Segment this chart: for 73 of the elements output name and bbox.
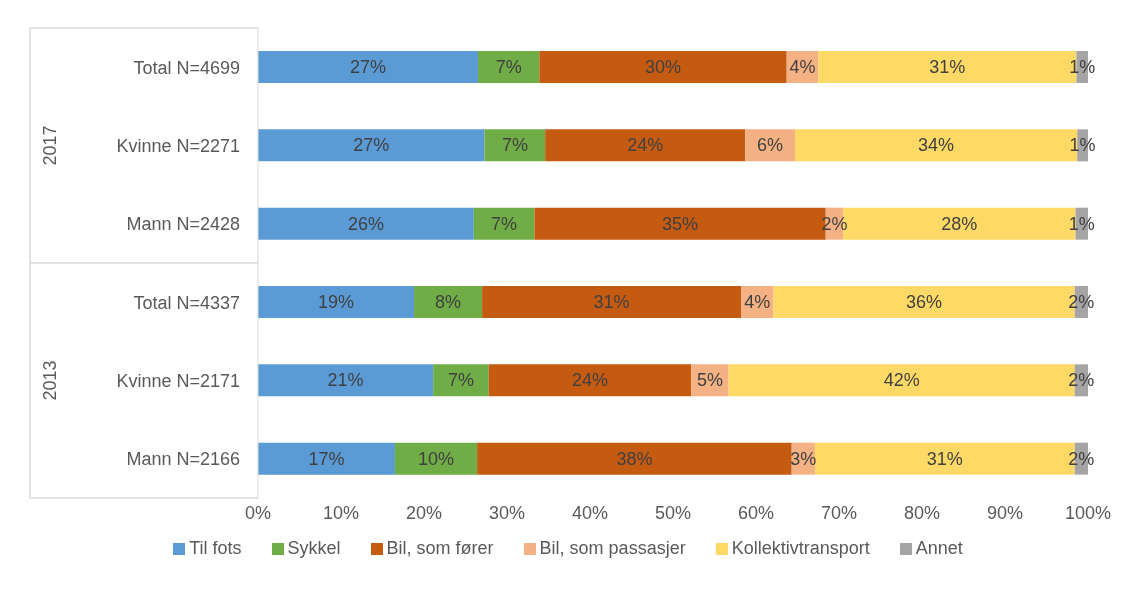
data-label: 27% xyxy=(353,135,390,156)
x-tick-label: 0% xyxy=(244,502,272,523)
data-label: 6% xyxy=(757,135,784,156)
data-label: 31% xyxy=(929,57,966,77)
data-label: 35% xyxy=(662,213,699,234)
data-label: 36% xyxy=(906,292,943,312)
data-label: 7% xyxy=(447,370,474,391)
data-label: 8% xyxy=(435,292,462,312)
data-label: 28% xyxy=(941,213,978,234)
data-label: 7% xyxy=(495,57,522,77)
bar xyxy=(258,442,395,475)
x-tick-label: 80% xyxy=(903,502,941,523)
data-label: 31% xyxy=(926,448,963,469)
data-label: 24% xyxy=(571,370,609,391)
data-label: 4% xyxy=(744,292,771,312)
data-label: 34% xyxy=(918,135,955,156)
data-label: 24% xyxy=(627,135,664,156)
data-label: 1% xyxy=(1069,135,1096,156)
x-tick-label: 20% xyxy=(405,502,443,523)
data-label: 26% xyxy=(347,213,384,234)
x-tick-label: 100% xyxy=(1064,502,1112,523)
bar xyxy=(258,286,415,318)
y-tick-label: Kvinne N=2271 xyxy=(116,135,240,156)
bar xyxy=(488,364,692,397)
legend-label: Sykkel xyxy=(287,538,341,558)
data-label: 19% xyxy=(318,292,355,312)
data-label: 38% xyxy=(616,448,653,469)
bar xyxy=(545,129,746,162)
bar xyxy=(258,129,485,162)
data-label: 30% xyxy=(645,57,682,77)
bar xyxy=(414,286,483,318)
data-label: 42% xyxy=(883,370,920,391)
legend-label: Kollektivtransport xyxy=(731,538,870,558)
legend-label: Bil, som passasjer xyxy=(539,538,686,558)
legend-label: Til fots xyxy=(189,538,242,558)
bar xyxy=(482,286,742,318)
y-tick-label: Mann N=2428 xyxy=(126,214,240,235)
data-label: 7% xyxy=(491,213,518,234)
data-label: 3% xyxy=(790,448,817,469)
legend-label: Bil, som fører xyxy=(386,538,494,558)
x-tick-label: 10% xyxy=(322,502,360,523)
bar xyxy=(258,364,434,397)
bar xyxy=(477,442,792,475)
data-label: 1% xyxy=(1069,57,1096,77)
data-label: 5% xyxy=(696,370,723,391)
data-label: 31% xyxy=(593,292,630,312)
data-label: 7% xyxy=(501,135,528,156)
bar xyxy=(258,207,474,240)
x-tick-label: 30% xyxy=(488,502,526,523)
legend-label: Annet xyxy=(915,538,963,558)
data-label: 27% xyxy=(349,57,386,77)
y-tick-label: Kvinne N=2171 xyxy=(116,370,240,391)
x-tick-label: 40% xyxy=(571,502,609,523)
bar xyxy=(258,51,478,83)
y-tick-label: Total N=4337 xyxy=(133,292,240,313)
text: 2013 xyxy=(40,360,60,401)
x-tick-label: 90% xyxy=(986,502,1024,523)
text: 2017 xyxy=(40,125,60,166)
y-tick-label: Mann N=2166 xyxy=(126,449,240,470)
bar xyxy=(484,129,546,162)
data-label: 17% xyxy=(308,448,345,469)
bar xyxy=(394,442,478,475)
bar xyxy=(473,207,535,240)
bar xyxy=(477,51,540,83)
y-tick-label: Total N=4699 xyxy=(133,57,240,78)
data-label: 21% xyxy=(327,370,364,391)
bar xyxy=(433,364,489,397)
bar xyxy=(539,51,787,83)
data-label: 10% xyxy=(418,448,455,469)
x-tick-label: 60% xyxy=(737,502,775,523)
x-tick-label: 70% xyxy=(820,502,858,523)
x-tick-label: 50% xyxy=(654,502,692,523)
data-label: 4% xyxy=(789,57,816,77)
